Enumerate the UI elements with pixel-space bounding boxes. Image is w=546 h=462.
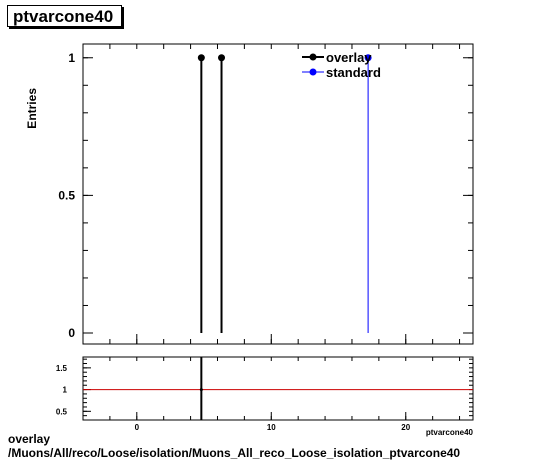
ratio-panel: 0.5 1 1.5 0 10 20 ptvarcone40 (56, 356, 474, 437)
ratio-point (199, 388, 203, 392)
y-tick-label: 0.5 (58, 188, 75, 202)
plot-title: ptvarcone40 (7, 5, 122, 27)
legend-label-overlay: overlay (326, 50, 372, 65)
footer: overlay /Muons/All/reco/Loose/isolation/… (8, 432, 460, 460)
overlay-point (197, 54, 205, 62)
y-tick-label: 1 (68, 51, 75, 65)
legend-marker-standard (309, 68, 317, 76)
y-axis-label: Entries (25, 88, 39, 129)
x-tick-label: 10 (267, 423, 276, 432)
x-tick-label: 20 (401, 423, 410, 432)
x-tick-label: 0 (135, 423, 140, 432)
plot-frame (82, 43, 474, 345)
footer-line-2: /Muons/All/reco/Loose/isolation/Muons_Al… (8, 446, 461, 460)
legend-marker-overlay (309, 53, 317, 61)
ratio-y-tick-label: 1 (63, 386, 68, 395)
overlay-point (218, 54, 226, 62)
ratio-frame (82, 356, 474, 421)
x-axis-label: ptvarcone40 (426, 428, 474, 437)
footer-line-1: overlay (8, 432, 51, 446)
ratio-y-tick-label: 0.5 (56, 407, 68, 416)
y-tick-label: 0 (68, 326, 75, 340)
ratio-y-tick-label: 1.5 (56, 364, 68, 373)
standard-point (364, 54, 372, 62)
legend-label-standard: standard (326, 65, 381, 80)
